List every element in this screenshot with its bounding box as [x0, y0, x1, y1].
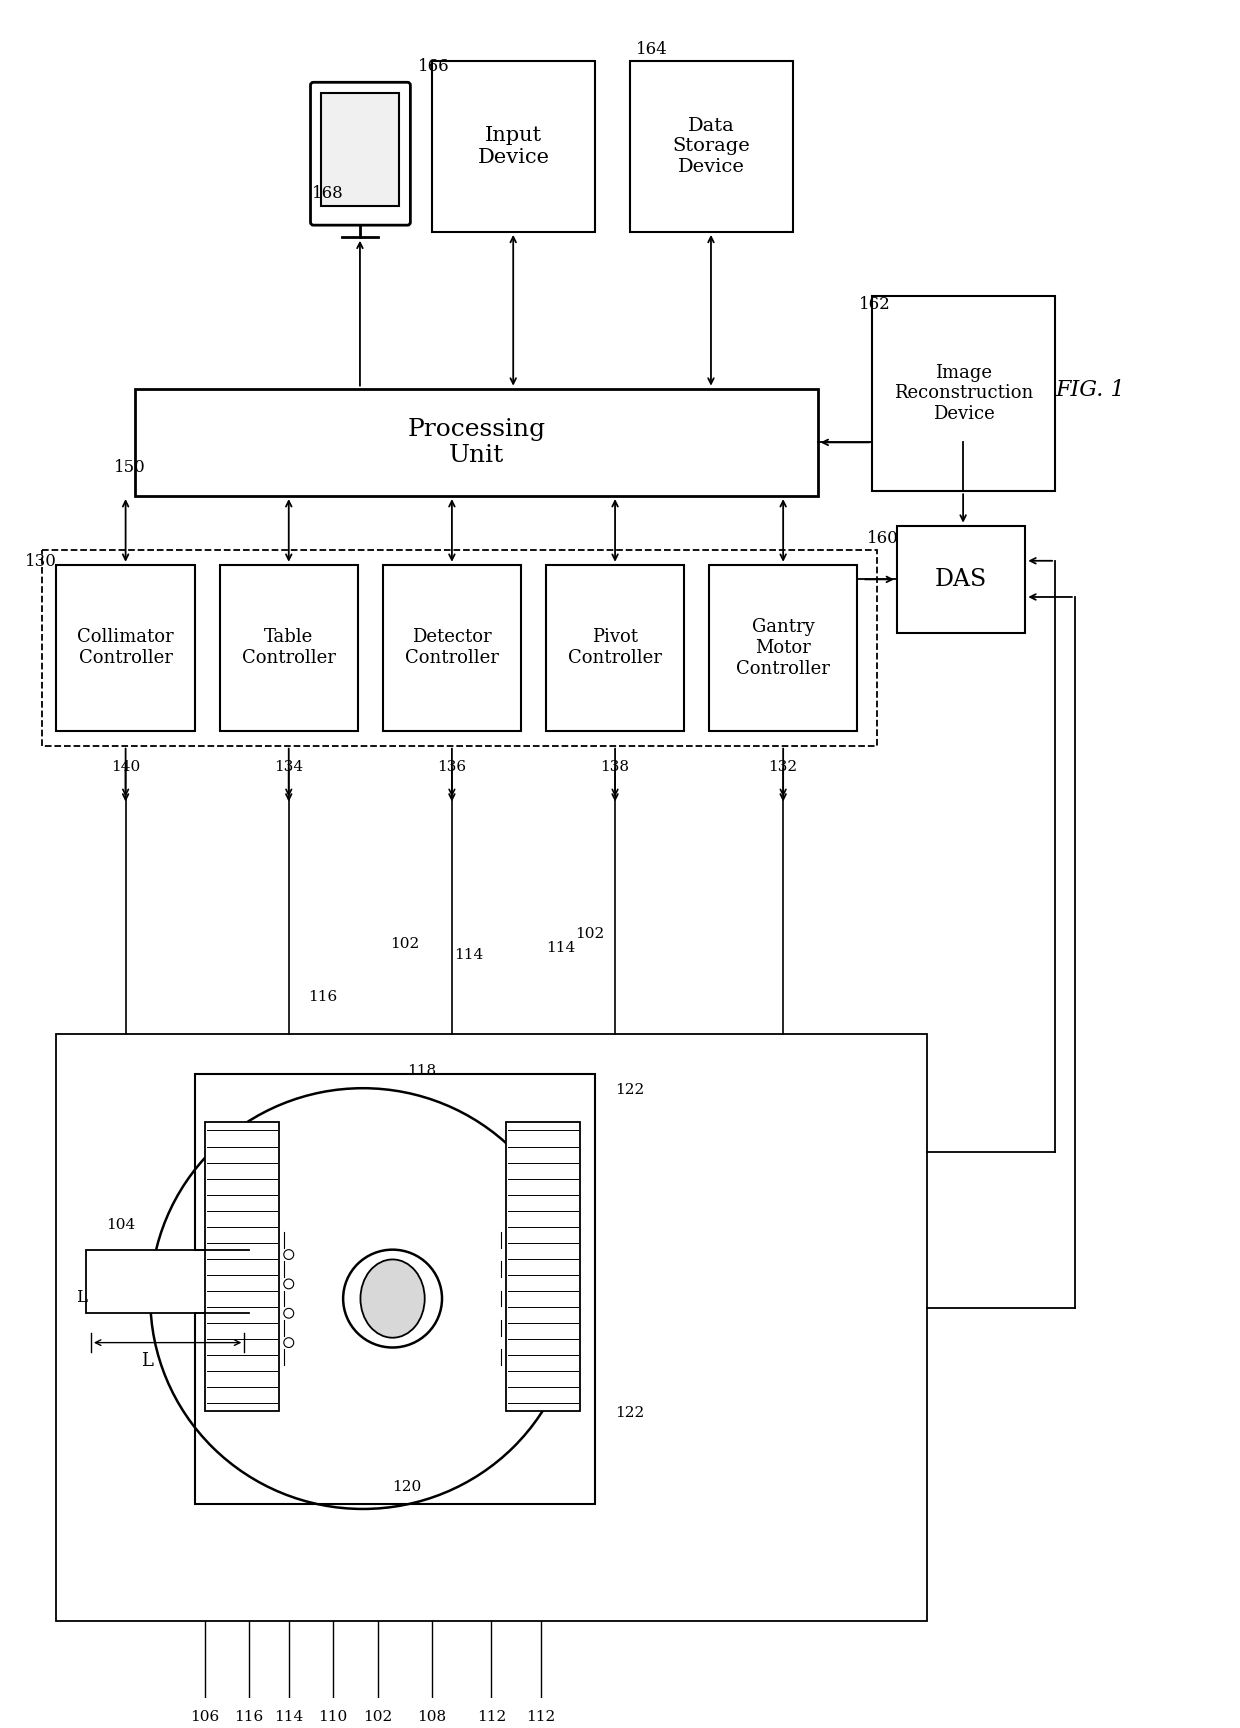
Text: 104: 104	[105, 1218, 135, 1232]
Bar	[506, 1123, 580, 1412]
Bar	[432, 60, 595, 232]
Text: 110: 110	[319, 1709, 348, 1723]
Text: 138: 138	[600, 760, 629, 774]
Text: 168: 168	[311, 185, 343, 202]
Bar	[897, 525, 1025, 632]
Text: 136: 136	[436, 760, 466, 774]
Text: 118: 118	[408, 1064, 436, 1078]
Bar	[56, 565, 195, 731]
Text: 122: 122	[615, 1407, 645, 1420]
Text: L: L	[141, 1353, 154, 1370]
Ellipse shape	[361, 1260, 425, 1337]
Bar	[321, 93, 399, 206]
Bar	[205, 1123, 279, 1412]
Bar	[195, 1073, 595, 1503]
Text: 164: 164	[636, 41, 667, 59]
Text: Detector
Controller: Detector Controller	[405, 629, 498, 667]
Bar	[219, 565, 358, 731]
Text: 120: 120	[393, 1479, 422, 1493]
Text: 134: 134	[274, 760, 303, 774]
Bar	[546, 565, 684, 731]
Text: 102: 102	[363, 1709, 392, 1723]
Text: 114: 114	[546, 942, 575, 956]
Bar	[872, 295, 1055, 491]
Text: Collimator
Controller: Collimator Controller	[77, 629, 174, 667]
Bar	[630, 60, 794, 232]
Text: 112: 112	[526, 1709, 556, 1723]
Text: 132: 132	[769, 760, 797, 774]
Text: 116: 116	[309, 990, 337, 1004]
Bar	[42, 550, 877, 746]
Text: 140: 140	[110, 760, 140, 774]
Text: Gantry
Motor
Controller: Gantry Motor Controller	[737, 619, 830, 677]
Text: Processing
Unit: Processing Unit	[408, 418, 546, 467]
Bar	[383, 565, 521, 731]
Text: Image
Reconstruction
Device: Image Reconstruction Device	[894, 363, 1033, 423]
Text: 162: 162	[859, 295, 892, 313]
Text: 114: 114	[454, 949, 484, 962]
Text: 108: 108	[418, 1709, 446, 1723]
Text: 102: 102	[391, 937, 420, 950]
Text: 130: 130	[25, 553, 57, 570]
Bar	[709, 565, 857, 731]
Text: 114: 114	[274, 1709, 304, 1723]
Bar	[86, 1249, 249, 1313]
Text: 102: 102	[575, 926, 605, 940]
Text: Pivot
Controller: Pivot Controller	[568, 629, 662, 667]
FancyBboxPatch shape	[310, 83, 410, 225]
Bar	[56, 1035, 926, 1621]
Text: 106: 106	[190, 1709, 219, 1723]
Text: 160: 160	[867, 530, 899, 548]
Text: Data
Storage
Device: Data Storage Device	[672, 116, 750, 176]
Text: 166: 166	[418, 57, 450, 74]
Text: DAS: DAS	[935, 569, 987, 591]
Text: L: L	[76, 1289, 87, 1306]
Text: 112: 112	[477, 1709, 506, 1723]
Text: 150: 150	[114, 460, 145, 475]
Text: FIG. 1: FIG. 1	[1055, 378, 1125, 401]
Text: 122: 122	[615, 1083, 645, 1097]
Bar	[135, 389, 817, 496]
Text: 116: 116	[234, 1709, 264, 1723]
Text: Table
Controller: Table Controller	[242, 629, 336, 667]
Text: Input
Device: Input Device	[477, 126, 549, 168]
